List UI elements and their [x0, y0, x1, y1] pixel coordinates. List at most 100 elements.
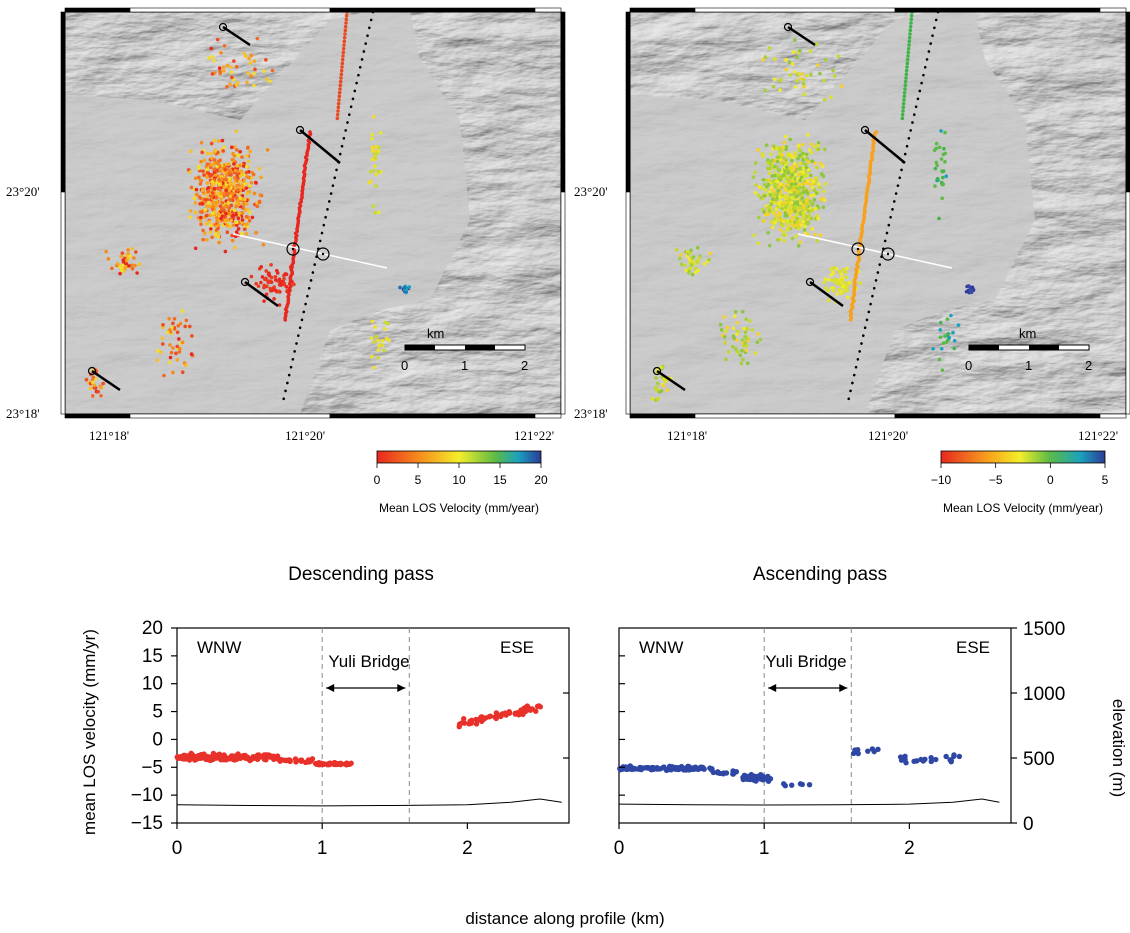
insar-point	[339, 72, 344, 77]
insar-point	[813, 161, 817, 166]
insar-point	[270, 68, 275, 73]
insar-point	[192, 196, 197, 201]
insar-point	[238, 179, 242, 184]
insar-point	[801, 166, 806, 170]
insar-point	[224, 211, 228, 216]
insar-point	[805, 133, 810, 137]
insar-point	[212, 158, 217, 162]
insar-point	[201, 169, 205, 174]
profile-point	[700, 764, 706, 771]
insar-point	[902, 98, 906, 102]
profile-point	[902, 753, 908, 760]
insar-point	[827, 277, 831, 282]
map1-colorbar: −10 −5 0 5 Mean LOS Velocity (mm/year)	[931, 450, 1109, 515]
insar-point	[858, 281, 863, 285]
frame-bar	[1099, 413, 1127, 419]
insar-point	[773, 173, 777, 178]
insar-point	[235, 172, 240, 177]
insar-point	[180, 309, 185, 313]
insar-point	[242, 179, 247, 183]
insar-point	[787, 209, 792, 214]
insar-point	[337, 94, 342, 99]
insar-point	[679, 253, 683, 257]
insar-point	[168, 343, 172, 347]
insar-point	[235, 169, 240, 174]
insar-point	[276, 289, 281, 293]
insar-point	[764, 178, 769, 183]
insar-point	[244, 202, 249, 206]
insar-point	[196, 175, 201, 180]
insar-point	[254, 230, 258, 235]
insar-point	[822, 280, 827, 285]
insar-point	[809, 216, 814, 221]
frame-bar	[60, 11, 66, 193]
insar-point	[215, 37, 220, 42]
insar-point	[755, 340, 760, 345]
insar-point	[249, 180, 254, 185]
gps-station	[240, 277, 250, 287]
insar-point	[199, 215, 203, 220]
insar-point	[259, 175, 263, 180]
insar-point	[220, 138, 225, 143]
insar-point	[252, 83, 256, 88]
insar-point	[802, 92, 807, 97]
profile-line	[797, 233, 953, 269]
insar-point	[774, 197, 778, 202]
insar-point	[659, 389, 664, 393]
insar-point	[800, 142, 805, 147]
insar-point	[830, 278, 835, 283]
insar-point	[796, 244, 801, 248]
descending-chart-title: Descending pass	[288, 564, 434, 585]
insar-point	[221, 149, 225, 153]
scale-tick-0: 0	[965, 358, 972, 373]
insar-point	[273, 278, 278, 282]
insar-point	[212, 58, 216, 63]
x-tick-label: 2	[462, 838, 473, 859]
insar-point	[374, 145, 379, 149]
insar-point	[235, 185, 239, 189]
insar-point	[938, 335, 943, 340]
valley-floor	[65, 12, 470, 414]
insar-point	[374, 335, 379, 339]
insar-point	[903, 79, 908, 84]
insar-point	[211, 162, 216, 166]
insar-point	[818, 161, 823, 166]
profile-point	[666, 766, 672, 773]
insar-point	[780, 206, 784, 211]
insar-point	[845, 266, 849, 271]
insar-point	[384, 336, 389, 341]
insar-point	[805, 73, 809, 78]
insar-point	[215, 169, 219, 173]
insar-point	[272, 296, 276, 301]
insar-point	[797, 153, 802, 158]
insar-point	[264, 58, 268, 62]
insar-point	[370, 145, 375, 150]
insar-point	[155, 358, 160, 363]
profile-point	[692, 766, 699, 772]
insar-point	[836, 54, 841, 59]
ascending-profile-chart: 0 1 2 1500 1000 500 0 WNW ESE Yuli Bridge	[614, 619, 1066, 859]
insar-point	[261, 242, 266, 247]
insar-point	[735, 332, 739, 336]
insar-point	[739, 361, 744, 366]
insar-point	[218, 71, 222, 76]
x-tick-label: 1	[317, 838, 328, 859]
insar-point	[793, 182, 798, 186]
insar-point	[770, 158, 775, 163]
insar-point	[175, 330, 180, 335]
insar-point	[758, 337, 763, 342]
insar-point	[815, 214, 819, 218]
insar-point	[790, 236, 795, 241]
insar-point	[782, 140, 787, 145]
insar-point	[193, 210, 198, 215]
insar-point	[690, 272, 695, 277]
insar-point	[826, 298, 831, 303]
insar-point	[228, 82, 232, 87]
insar-point	[228, 194, 233, 199]
profile-point	[673, 765, 680, 771]
profile-point	[233, 755, 240, 761]
insar-point	[212, 138, 217, 143]
insar-point	[968, 289, 973, 294]
insar-point	[224, 177, 228, 182]
insar-point	[342, 35, 347, 40]
